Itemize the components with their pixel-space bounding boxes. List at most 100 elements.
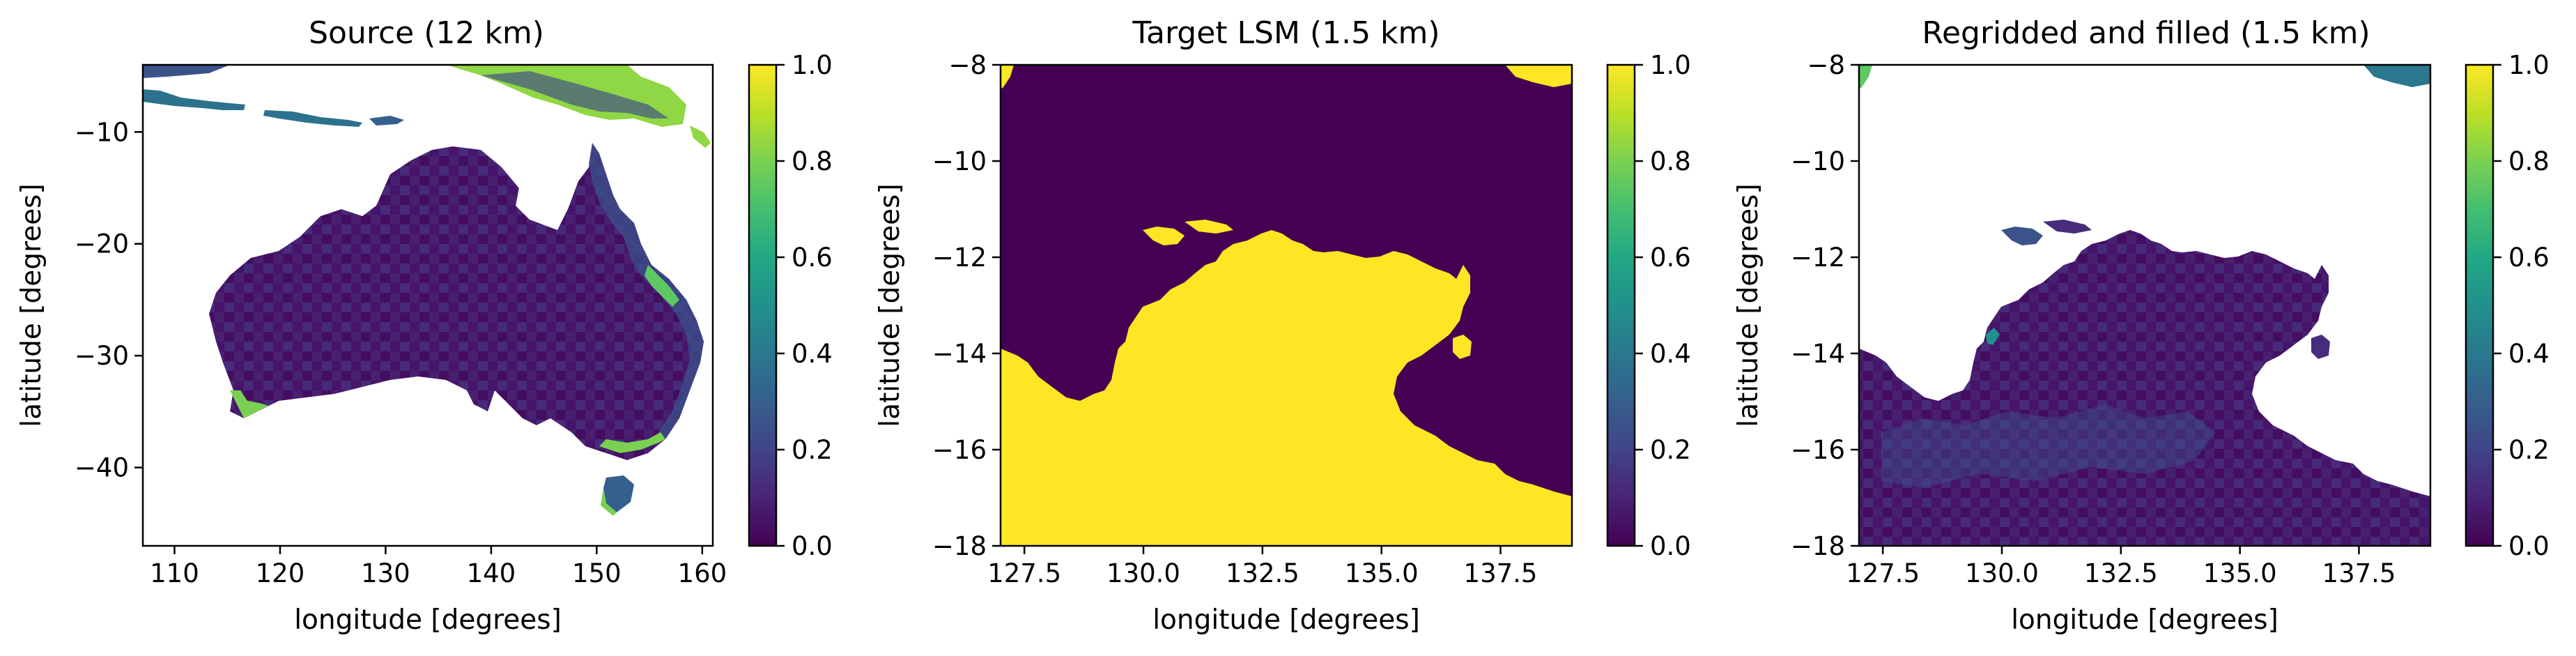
x-tick-label: 137.5: [2322, 558, 2396, 588]
y-tick-label: −40: [75, 453, 129, 483]
new-guinea-shade: [481, 71, 669, 119]
colorbar-gradient: [2466, 65, 2493, 546]
filled-peninsula: [2001, 227, 2043, 245]
plot-area: [1858, 63, 2432, 547]
panel-regridded-filled: Regridded and filled (1.5 km) 127.5 130.0…: [1733, 15, 2550, 636]
x-axis: 127.5 130.0 132.5 135.0 137.5: [1846, 546, 2396, 588]
colorbar-tick-label: 1.0: [2508, 50, 2550, 80]
x-tick-label: 160: [678, 558, 727, 588]
y-tick-label: −30: [75, 341, 129, 371]
y-tick-label: −12: [932, 243, 987, 273]
x-tick-label: 137.5: [1464, 558, 1538, 588]
x-tick-label: 135.0: [1345, 558, 1419, 588]
tasmania-coast: [601, 488, 617, 516]
y-tick-label: −18: [932, 531, 987, 561]
y-tick-label: −20: [75, 229, 129, 259]
colorbar-tick-label: 0.0: [2508, 531, 2550, 561]
y-tick-label: −10: [75, 117, 129, 147]
x-tick-label: 140: [467, 558, 516, 588]
y-tick-label: −14: [1791, 339, 1845, 369]
islands-groote: [1453, 335, 1472, 359]
x-tick-label: 120: [256, 558, 305, 588]
land-peninsula: [1143, 227, 1185, 245]
colorbar: 0.0 0.2 0.4 0.6 0.8 1.0: [748, 50, 833, 561]
cape-york-tip: [1505, 65, 1572, 87]
panel-source: Source (12 km) 110 120 130 140 150 160 −10 −20…: [16, 15, 833, 636]
x-tick-label: 132.5: [2084, 558, 2158, 588]
x-axis: 127.5 130.0 132.5 135.0 137.5: [987, 546, 1537, 588]
timor: [369, 116, 404, 125]
filled-land-texture: [1881, 404, 2216, 488]
colorbar-tick-label: 0.0: [792, 531, 833, 561]
colorbar-tick-label: 0.4: [2508, 339, 2550, 369]
x-axis-label: longitude [degrees]: [294, 604, 562, 636]
y-tick-label: −16: [932, 435, 987, 465]
colorbar-tick-label: 0.6: [2508, 243, 2550, 273]
colorbar-tick-label: 0.8: [1650, 146, 1691, 176]
plot-frame: [999, 63, 1573, 547]
y-axis: −10 −20 −30 −40: [75, 117, 143, 483]
island-chain-east: [263, 110, 362, 127]
y-tick-label: −14: [932, 339, 987, 369]
y-tick-label: −12: [1791, 243, 1845, 273]
filled-new-guinea-edge: [1859, 65, 1872, 89]
x-tick-label: 127.5: [1846, 558, 1920, 588]
x-tick-label: 110: [150, 558, 199, 588]
x-tick-label: 130: [361, 558, 410, 588]
colorbar-tick-label: 0.2: [792, 435, 833, 465]
borneo-edge: [143, 65, 230, 78]
filled-melville: [2043, 220, 2092, 234]
y-tick-label: −10: [932, 146, 987, 176]
colorbar-frame: [748, 63, 778, 547]
colorbar-tick-label: 1.0: [792, 50, 833, 80]
tasmania: [603, 475, 634, 512]
x-tick-label: 127.5: [987, 558, 1061, 588]
filled-land: [1859, 230, 2430, 546]
x-axis-label: longitude [degrees]: [1152, 604, 1420, 636]
x-axis-label: longitude [degrees]: [2011, 604, 2278, 636]
colorbar: 0.0 0.2 0.4 0.6 0.8 1.0: [1606, 50, 1691, 561]
colorbar-tick-label: 0.8: [2508, 146, 2550, 176]
y-axis-label: latitude [degrees]: [874, 183, 906, 427]
australia-southwest-coast: [230, 390, 268, 418]
australia-east-coast: [589, 143, 704, 439]
colorbar-tick-label: 0.8: [792, 146, 833, 176]
colorbar-tick-label: 1.0: [1650, 50, 1691, 80]
x-tick-label: 130.0: [1106, 558, 1180, 588]
solomon-islands: [690, 125, 711, 148]
chart-title: Target LSM (1.5 km): [1132, 15, 1440, 51]
x-tick-label: 130.0: [1965, 558, 2039, 588]
chart-title: Source (12 km): [309, 15, 544, 51]
y-tick-label: −18: [1791, 531, 1845, 561]
colorbar-frame: [1606, 63, 1636, 547]
australia-southeast-coast: [599, 432, 665, 453]
colorbar-tick-label: 0.2: [1650, 435, 1691, 465]
inlet-dark: [1083, 363, 1104, 390]
y-tick-label: −16: [1791, 435, 1845, 465]
australia-landmass: [209, 143, 704, 460]
land-mask: [1001, 230, 1572, 546]
plot-area: [999, 63, 1573, 547]
y-axis: −8 −10 −12 −14 −16 −18: [1791, 50, 1859, 561]
x-tick-label: 132.5: [1226, 558, 1299, 588]
y-tick-label: −8: [1807, 50, 1845, 80]
islands-melville: [1185, 220, 1233, 234]
y-tick-label: −10: [1791, 146, 1845, 176]
filled-groote: [2311, 335, 2330, 359]
x-tick-label: 135.0: [2203, 558, 2277, 588]
colorbar-tick-label: 0.0: [1650, 531, 1691, 561]
chart-title: Regridded and filled (1.5 km): [1922, 15, 2370, 51]
x-tick-label: 150: [572, 558, 622, 588]
colorbar-gradient: [1607, 65, 1635, 546]
y-axis-label: latitude [degrees]: [16, 183, 47, 427]
colorbar-tick-label: 0.6: [1650, 243, 1691, 273]
y-axis: −8 −10 −12 −14 −16 −18: [932, 50, 1001, 561]
plot-frame: [141, 63, 714, 547]
filled-coast-green: [1986, 328, 2000, 345]
filled-cape-york: [2363, 65, 2430, 87]
colorbar-tick-label: 0.6: [792, 243, 833, 273]
panel-target-lsm: Target LSM (1.5 km) 127.5 130.0 132.5 135.0…: [874, 15, 1691, 636]
island-chain: [143, 89, 245, 110]
queensland-coast-green: [645, 265, 679, 307]
